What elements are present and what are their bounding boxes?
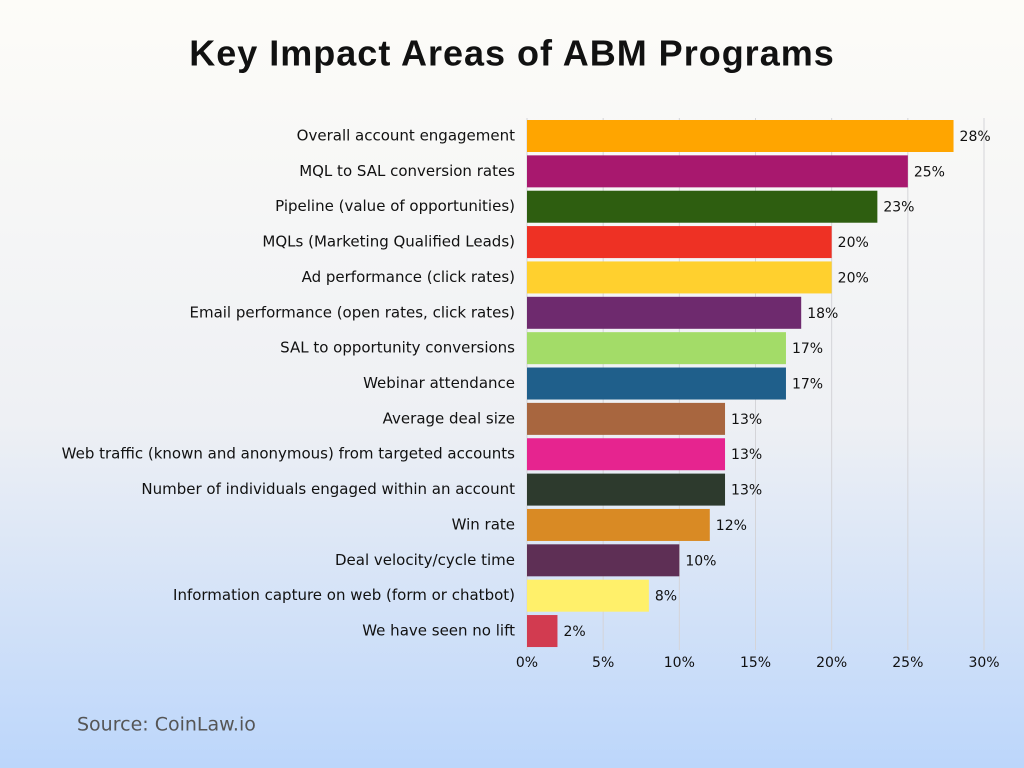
y-tick-label: Deal velocity/cycle time xyxy=(335,551,515,569)
bar xyxy=(527,155,908,188)
bar xyxy=(527,120,954,152)
y-tick-label: Overall account engagement xyxy=(297,127,515,145)
bar xyxy=(527,438,726,471)
y-tick-label: Ad performance (click rates) xyxy=(302,268,515,286)
y-tick-label: Win rate xyxy=(452,515,515,533)
bar xyxy=(527,296,802,329)
value-label: 12% xyxy=(716,518,747,534)
y-tick-label: SAL to opportunity conversions xyxy=(280,339,515,357)
value-label: 2% xyxy=(563,624,585,640)
bar xyxy=(527,190,878,223)
value-label: 13% xyxy=(731,483,762,499)
bar xyxy=(527,261,832,294)
y-tick-label: MQL to SAL conversion rates xyxy=(299,162,515,180)
value-label: 17% xyxy=(792,377,823,393)
value-label: 10% xyxy=(685,553,716,569)
x-tick-label: 30% xyxy=(968,655,999,671)
value-label: 20% xyxy=(838,235,869,251)
x-tick-label: 5% xyxy=(592,655,614,671)
bar xyxy=(527,473,726,506)
value-label: 17% xyxy=(792,341,823,357)
bar xyxy=(527,544,680,577)
y-tick-label: MQLs (Marketing Qualified Leads) xyxy=(262,233,515,251)
y-tick-label: Pipeline (value of opportunities) xyxy=(275,197,515,215)
y-tick-label: Average deal size xyxy=(383,409,515,427)
value-label: 25% xyxy=(914,164,945,180)
value-label: 13% xyxy=(731,412,762,428)
y-tick-label: Webinar attendance xyxy=(363,374,515,392)
value-label: 13% xyxy=(731,447,762,463)
bar xyxy=(527,226,832,259)
x-tick-label: 20% xyxy=(816,655,847,671)
bar xyxy=(527,579,649,612)
y-tick-label: Email performance (open rates, click rat… xyxy=(189,303,515,321)
value-label: 18% xyxy=(807,306,838,322)
y-tick-label: Information capture on web (form or chat… xyxy=(173,586,515,604)
bar xyxy=(527,402,726,435)
value-label: 20% xyxy=(838,270,869,286)
x-tick-label: 0% xyxy=(516,655,538,671)
x-tick-label: 25% xyxy=(892,655,923,671)
source: Source: CoinLaw.io xyxy=(77,714,256,736)
x-tick-label: 15% xyxy=(740,655,771,671)
y-tick-label: Web traffic (known and anonymous) from t… xyxy=(62,445,516,463)
value-label: 8% xyxy=(655,589,677,605)
y-tick-label: We have seen no lift xyxy=(362,622,515,640)
x-tick-label: 10% xyxy=(664,655,695,671)
chart-title: Key Impact Areas of ABM Programs xyxy=(189,33,835,74)
bar xyxy=(527,508,710,541)
value-label: 23% xyxy=(883,200,914,216)
bar xyxy=(527,615,558,648)
bar xyxy=(527,332,786,365)
y-tick-label: Number of individuals engaged within an … xyxy=(141,480,515,498)
value-label: 28% xyxy=(960,129,991,145)
bar xyxy=(527,367,786,400)
